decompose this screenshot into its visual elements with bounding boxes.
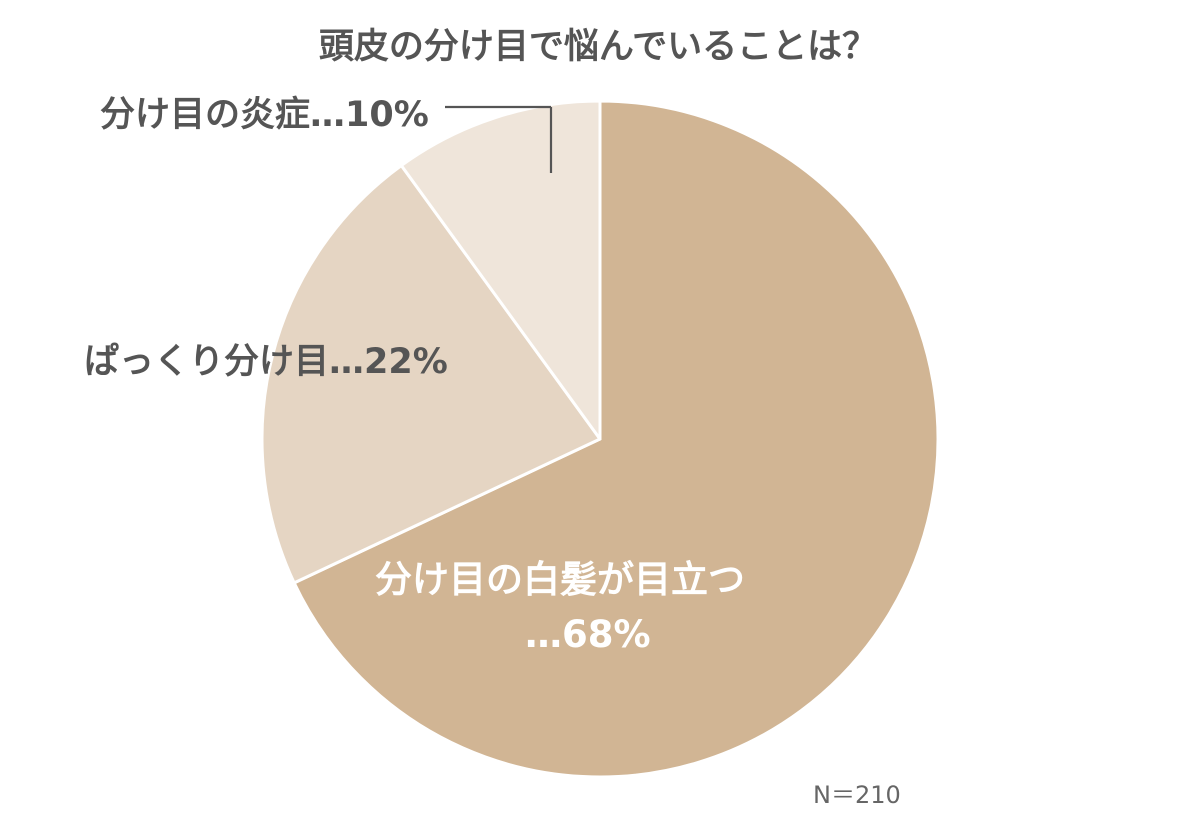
slice-label-gray-hair-line2: …68%: [525, 613, 651, 656]
chart-title: 頭皮の分け目で悩んでいることは？: [319, 27, 877, 67]
slice-label-open-part: ぱっくり分け目…22%: [84, 342, 448, 382]
slice-label-gray-hair-line1: 分け目の白髪が目立つ: [375, 558, 745, 601]
slice-label-inflammation: 分け目の炎症…10%: [100, 95, 429, 135]
pie-slice-gray-hair: [292, 99, 940, 779]
sample-size-note: N＝210: [813, 781, 901, 809]
pie-slices: [260, 99, 940, 779]
pie-slice-open-part: [260, 164, 602, 585]
pie-slice-inflammation: [399, 99, 602, 441]
